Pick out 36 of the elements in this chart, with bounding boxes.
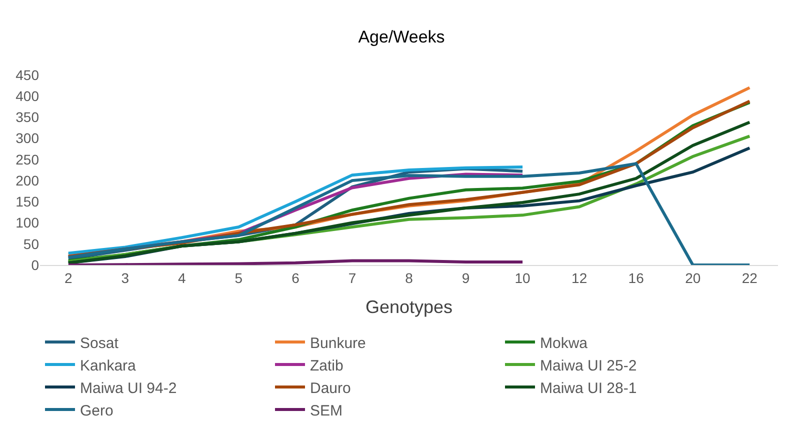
legend-label: Dauro bbox=[310, 380, 351, 397]
x-tick-label: 8 bbox=[405, 270, 414, 286]
x-tick-label: 7 bbox=[348, 270, 356, 286]
y-tick-label: 50 bbox=[23, 236, 40, 252]
legend-label: SEM bbox=[310, 402, 343, 420]
y-tick-label: 200 bbox=[16, 172, 40, 188]
legend-label: Mokwa bbox=[540, 334, 588, 352]
y-tick-label: 250 bbox=[16, 151, 40, 168]
x-tick-label: 16 bbox=[628, 270, 644, 286]
y-tick-label: 150 bbox=[16, 194, 40, 210]
x-tick-label: 20 bbox=[685, 270, 701, 286]
x-tick-label: 9 bbox=[462, 270, 470, 286]
y-tick-label: 350 bbox=[16, 109, 40, 126]
x-tick-label: 22 bbox=[742, 270, 758, 286]
legend-label: Maiwa UI 28-1 bbox=[540, 380, 637, 397]
y-tick-label: 300 bbox=[16, 130, 40, 146]
y-tick-label: 450 bbox=[16, 66, 40, 83]
x-tick-label: 12 bbox=[572, 270, 588, 286]
y-tick-label: 400 bbox=[16, 88, 40, 104]
legend-label: Sosat bbox=[80, 334, 120, 352]
y-tick-label: 100 bbox=[16, 214, 40, 231]
legend-label: Gero bbox=[80, 402, 114, 420]
y-tick-label: 0 bbox=[31, 256, 40, 273]
x-tick-label: 2 bbox=[64, 270, 72, 286]
legend-label: Bunkure bbox=[310, 334, 366, 352]
x-tick-label: 6 bbox=[292, 270, 300, 286]
legend-label: Kankara bbox=[80, 357, 137, 374]
x-tick-label: 4 bbox=[178, 270, 186, 286]
x-tick-label: 3 bbox=[121, 270, 130, 286]
x-tick-label: 5 bbox=[234, 270, 243, 286]
legend-label: Maiwa UI 94-2 bbox=[80, 380, 177, 397]
legend-label: Maiwa UI 25-2 bbox=[540, 357, 637, 374]
legend-label: Zatib bbox=[310, 357, 344, 374]
x-tick-label: 10 bbox=[514, 270, 531, 286]
chart-title: Age/Weeks bbox=[358, 28, 445, 47]
x-axis-title: Genotypes bbox=[365, 296, 453, 317]
